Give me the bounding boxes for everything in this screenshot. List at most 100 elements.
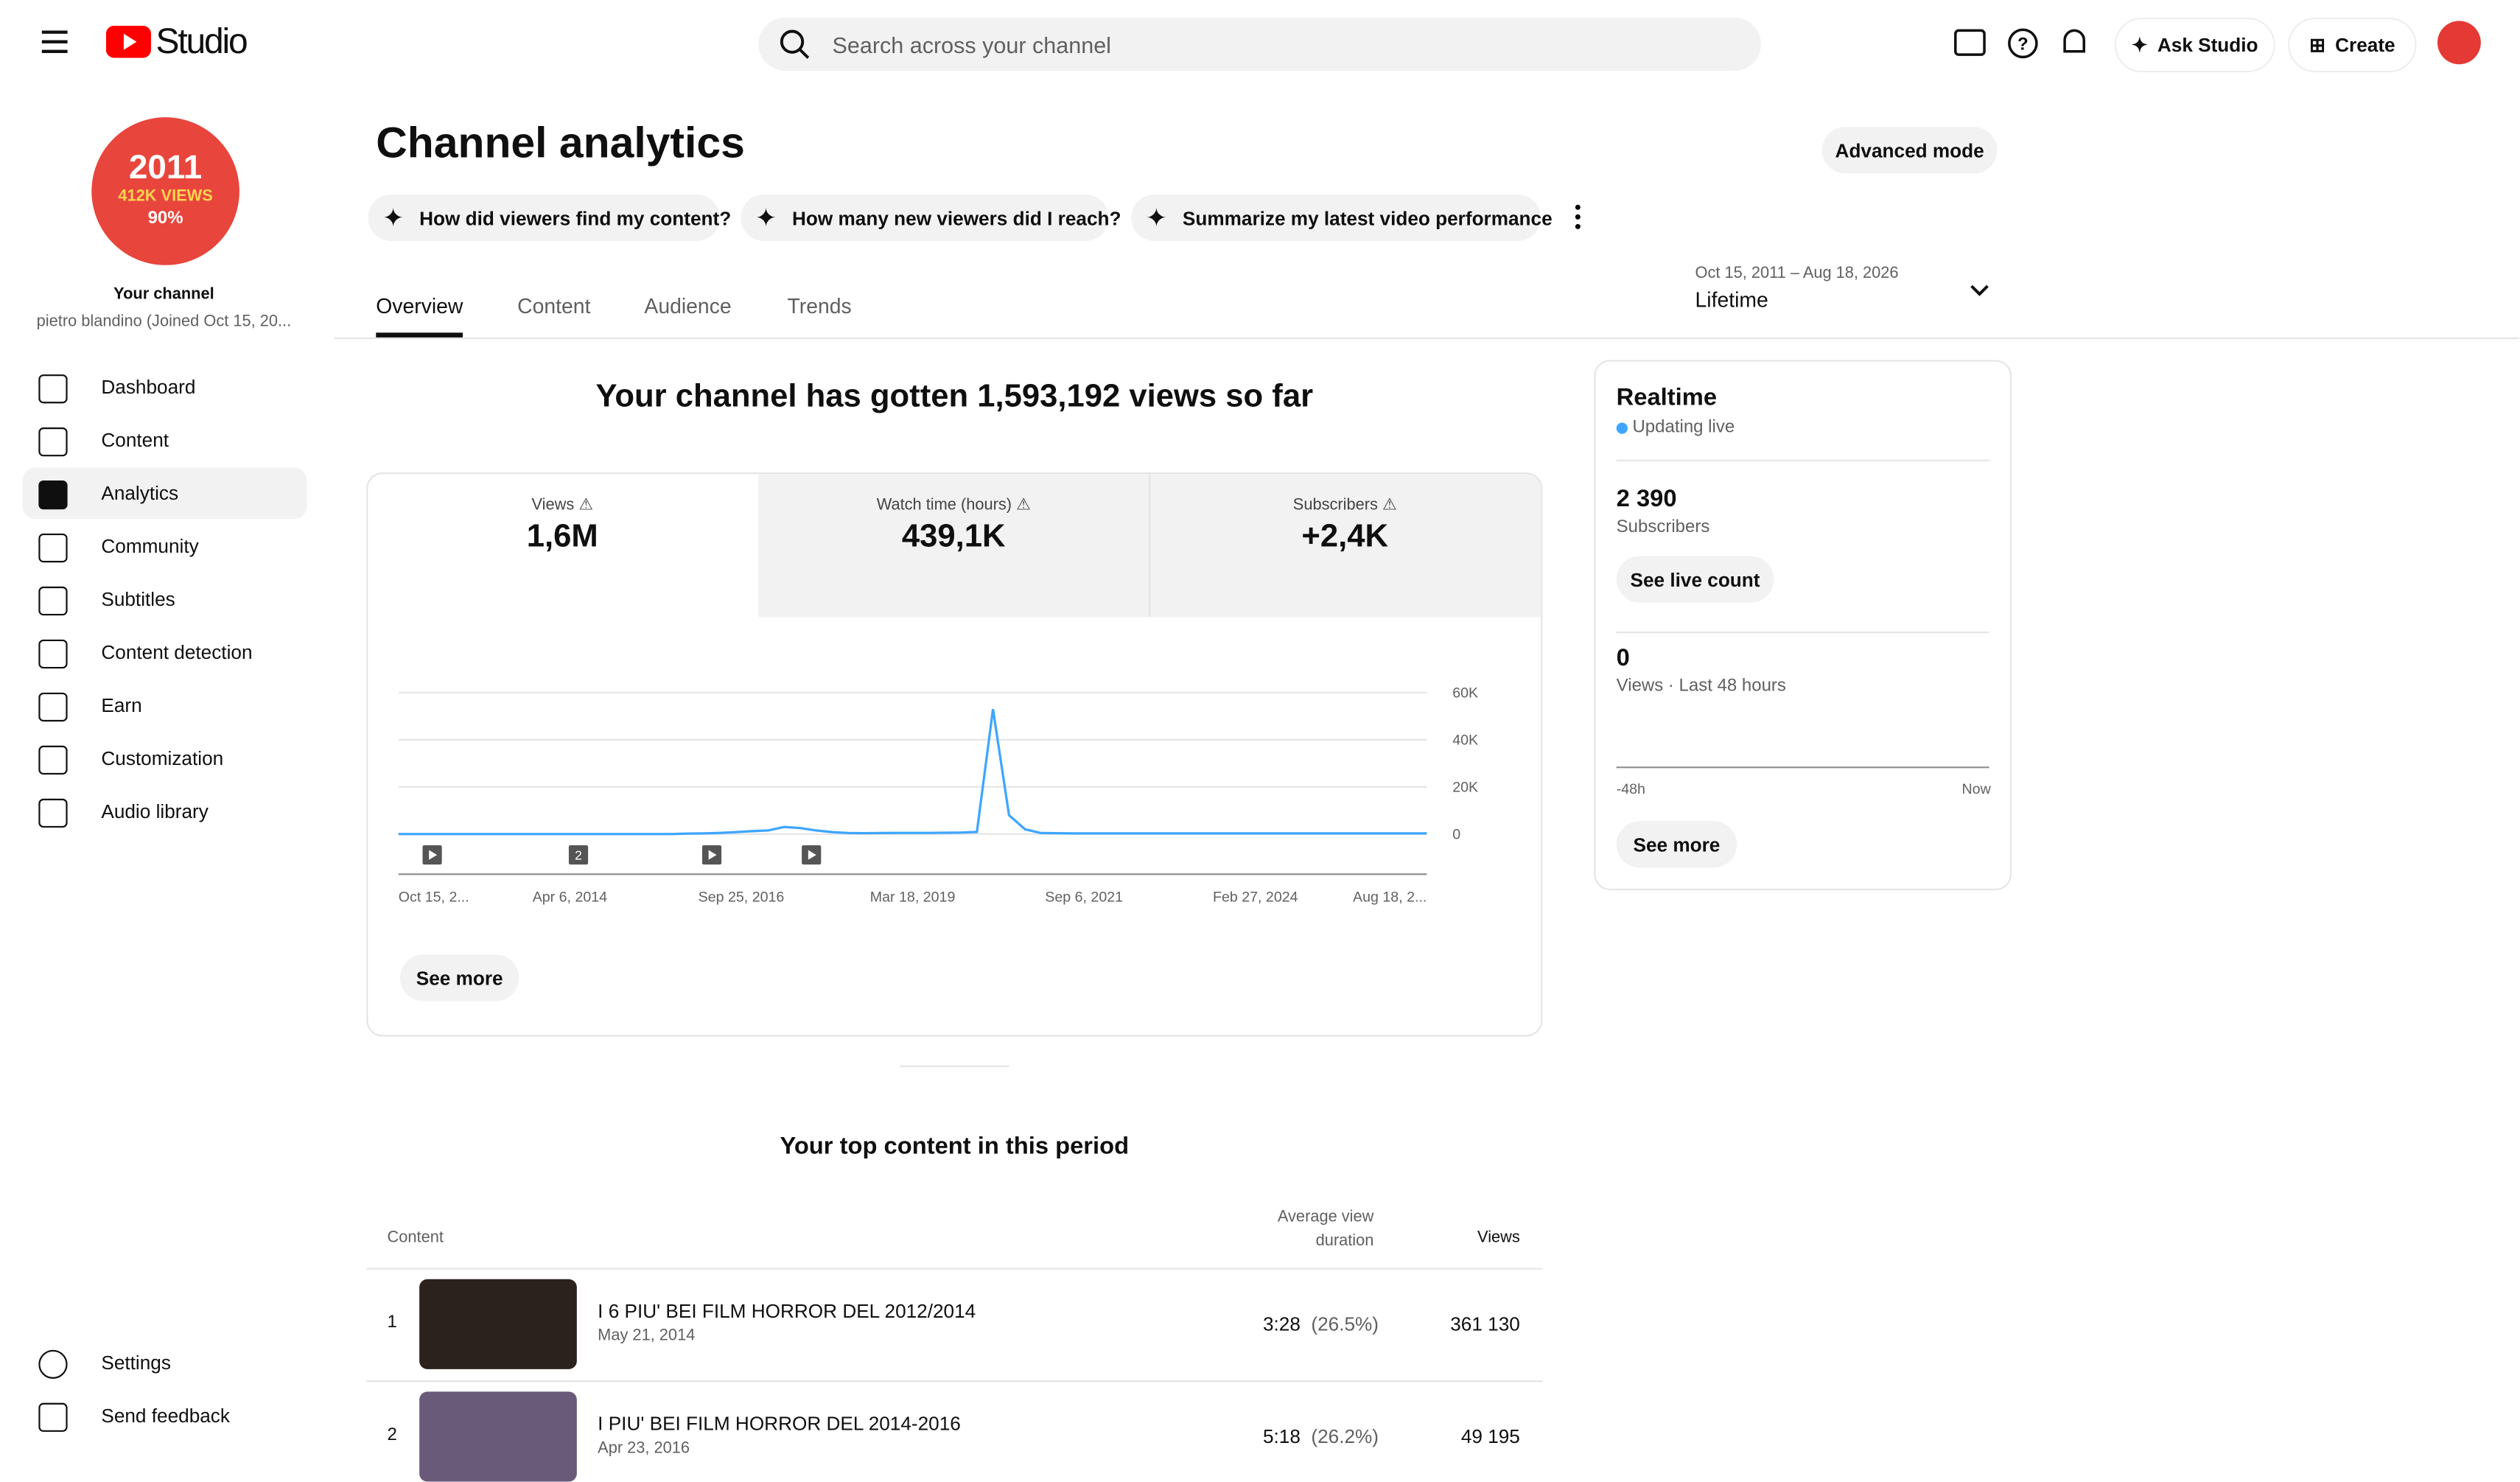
more-icon[interactable] [1573, 204, 1583, 230]
nav-item[interactable]: Dashboard [101, 376, 196, 399]
logo-icon [105, 25, 151, 58]
ask-studio-label: Ask Studio [2157, 33, 2258, 57]
menu-icon[interactable] [41, 30, 69, 53]
nav-item[interactable]: Send feedback [101, 1404, 230, 1427]
prompt-chip[interactable]: ✦ How many new viewers did I reach? [741, 194, 1121, 242]
row-percent: (26.2%) [1311, 1425, 1379, 1448]
overview-card: See more Views ⚠ 1,6M Watch time (hours) ⚠… [366, 472, 1543, 1037]
metric-value: 439,1K [901, 519, 1006, 555]
play-icon [708, 850, 717, 860]
subscriber-count: 2 390 [1616, 485, 1677, 513]
dropdown-icon[interactable] [1968, 283, 1991, 299]
nav-icon [38, 639, 68, 669]
svg-text:?: ? [2017, 35, 2029, 55]
metric-tab[interactable]: Subscribers ⚠ +2,4K [1184, 497, 1505, 556]
header-duration: Average view duration [1277, 1208, 1374, 1251]
metric-value: +2,4K [1301, 519, 1388, 555]
realtime-start: -48h [1616, 780, 1645, 797]
nav-item[interactable]: Audio library [101, 800, 209, 823]
see-live-count-button[interactable]: See live count [1616, 556, 1774, 603]
create-label: Create [2335, 33, 2395, 57]
search-placeholder: Search across your channel [832, 32, 1111, 58]
nav-icon [38, 1402, 68, 1432]
row-date: May 21, 2014 [598, 1327, 696, 1346]
metric-tab[interactable]: Views ⚠ 1,6M [402, 497, 723, 556]
sparkle-icon: ✦ [382, 206, 405, 234]
video-marker [568, 845, 589, 865]
account-avatar[interactable] [2437, 21, 2481, 65]
tab[interactable]: Audience [644, 294, 732, 318]
search-box[interactable] [758, 17, 1761, 71]
nav-item[interactable]: Content detection [101, 641, 253, 664]
header-icons[interactable]: ? [1954, 26, 2099, 61]
realtime-see-more[interactable]: See more [1616, 821, 1737, 868]
nav-icon [38, 745, 68, 775]
header-views: Views [1477, 1229, 1520, 1248]
see-more-button[interactable]: See more [399, 954, 519, 1002]
sparkle-icon: ✦ [755, 206, 777, 234]
nav-item[interactable]: Analytics [101, 482, 179, 505]
realtime-views: 0 [1616, 644, 1630, 672]
warning-icon: ⚠ [1012, 496, 1031, 514]
warning-icon: ⚠ [574, 496, 593, 514]
nav-item[interactable]: Settings [101, 1351, 171, 1374]
row-title[interactable]: I PIU' BEI FILM HORROR DEL 2014-2016 [598, 1412, 961, 1436]
y-tick-label: 40K [1452, 732, 1478, 748]
x-tick-label: Aug 18, 2... [1353, 889, 1427, 905]
nav-active-bg [22, 467, 307, 520]
channel-label: Your channel [113, 286, 214, 304]
channel-avatar[interactable]: 2011 412K VIEWS 90% [91, 117, 239, 265]
prompt-chip[interactable]: ✦ Summarize my latest video performance [1131, 194, 1553, 242]
logo[interactable]: Studio [155, 21, 248, 61]
ask-studio-button[interactable]: ✦ Ask Studio [2114, 17, 2275, 73]
avatar-views: 412K VIEWS [118, 188, 213, 206]
create-button[interactable]: ⊞ Create [2288, 17, 2417, 73]
x-tick-label: Sep 6, 2021 [1045, 889, 1123, 905]
live-dot [1616, 422, 1628, 434]
nav-icon [38, 692, 68, 722]
section-divider [900, 1065, 1009, 1067]
metric-tab[interactable]: Watch time (hours) ⚠ 439,1K [793, 497, 1114, 556]
realtime-views-label: Views · Last 48 hours [1616, 677, 1786, 696]
x-tick-label: Oct 15, 2... [399, 889, 469, 905]
date-range: Oct 15, 2011 – Aug 18, 2026 [1695, 265, 1899, 283]
x-tick-label: Sep 25, 2016 [699, 889, 785, 905]
metric-label: Views ⚠ [531, 496, 593, 514]
thumbnail[interactable] [419, 1279, 577, 1369]
row-views: 361 130 [1450, 1313, 1520, 1336]
nav-item[interactable]: Community [101, 535, 199, 558]
row-percent: (26.5%) [1311, 1313, 1379, 1336]
top-content-title: Your top content in this period [780, 1133, 1130, 1161]
realtime-card: Realtime Updating live 2 390 Subscribers… [1594, 360, 2012, 891]
advanced-mode-button[interactable]: Advanced mode [1821, 127, 1998, 174]
search-icon [780, 29, 810, 59]
tab-underline [376, 332, 463, 338]
period[interactable]: Lifetime [1695, 287, 1768, 312]
x-tick-label: Feb 27, 2024 [1213, 889, 1298, 905]
page-title: Channel analytics [376, 119, 745, 167]
row-title[interactable]: I 6 PIU' BEI FILM HORROR DEL 2012/2014 [598, 1300, 976, 1323]
tab[interactable]: Overview [376, 294, 463, 318]
avatar-percent: 90% [147, 209, 183, 228]
prompt-chip[interactable]: ✦ How did viewers find my content? [368, 194, 731, 242]
summary: Your channel has gotten 1,593,192 views … [595, 379, 1314, 415]
tab-divider [334, 337, 2520, 340]
prompt-text: How many new viewers did I reach? [792, 207, 1121, 230]
row-duration: 5:18 [1262, 1425, 1301, 1448]
nav-icon [38, 586, 68, 616]
tab[interactable]: Trends [787, 294, 852, 318]
nav-item[interactable]: Earn [101, 694, 142, 717]
nav-item[interactable]: Customization [101, 747, 224, 770]
thumbnail[interactable] [419, 1391, 577, 1482]
nav-item[interactable]: Subtitles [101, 588, 175, 611]
tab[interactable]: Content [517, 294, 591, 318]
prompt-text: Summarize my latest video performance [1182, 207, 1553, 230]
views-chart: 0 20K 40K 60K Oct 15, 2... Apr 6, 2014 Sep 25,… [399, 685, 1478, 905]
metric-value: 1,6M [526, 519, 598, 555]
metric-label: Subscribers ⚠ [1292, 496, 1397, 514]
play-icon [429, 850, 438, 860]
header-content: Content [387, 1229, 444, 1248]
nav-item[interactable]: Content [101, 429, 169, 452]
